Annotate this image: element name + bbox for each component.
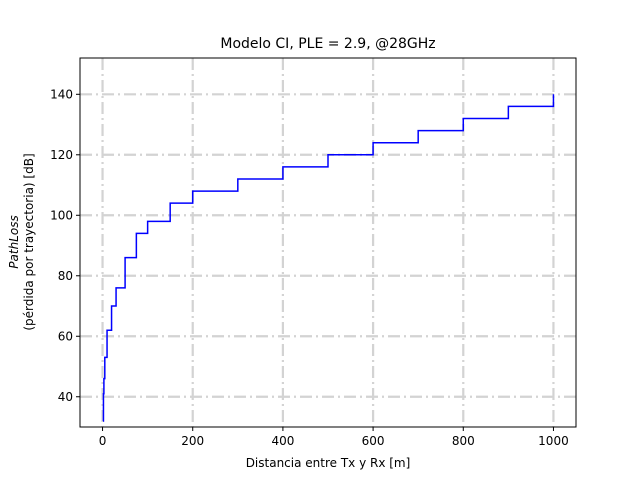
x-tick-label-3: 600: [362, 434, 385, 448]
x-tick-label-1: 200: [181, 434, 204, 448]
y-axis: 40 60 80 100 120 140: [50, 87, 80, 404]
x-tick-label-2: 400: [271, 434, 294, 448]
series-line-0: [102, 94, 555, 422]
x-tick-label-5: 1000: [538, 434, 569, 448]
chart-title: Modelo CI, PLE = 2.9, @28GHz: [220, 36, 435, 52]
y-tick-label-0: 40: [58, 390, 73, 404]
x-tick-label-0: 0: [99, 434, 107, 448]
y-tick-label-3: 100: [50, 208, 73, 222]
y-tick-label-4: 120: [50, 148, 73, 162]
series-layer: [102, 94, 555, 422]
y-tick-label-2: 80: [58, 269, 73, 283]
x-axis-label: Distancia entre Tx y Rx [m]: [246, 456, 411, 470]
y-axis-label-line1: PathLoss: [7, 215, 21, 268]
x-axis: 0 200 400 600 800 1000: [99, 427, 569, 448]
x-tick-label-4: 800: [452, 434, 475, 448]
y-tick-label-5: 140: [50, 87, 73, 101]
plot-frame: [79, 57, 577, 428]
y-tick-label-1: 60: [58, 329, 73, 343]
y-axis-label-line2: (pérdida por trayectoria) [dB]: [22, 153, 36, 330]
grid-lines: [80, 58, 576, 427]
